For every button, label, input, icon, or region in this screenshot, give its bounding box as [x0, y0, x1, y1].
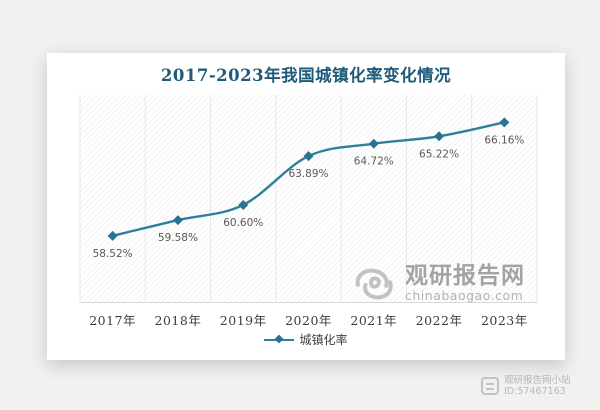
legend-line-diamond-icon — [264, 338, 295, 341]
watermark-domain: chinabaogao.com — [405, 288, 524, 304]
x-axis-label: 2021年 — [350, 313, 397, 328]
plot-area-background — [80, 95, 537, 303]
data-point-label: 58.52% — [93, 248, 133, 260]
data-point-marker — [434, 131, 445, 142]
data-point-label: 66.16% — [484, 134, 524, 146]
data-point-marker — [107, 230, 118, 241]
watermark: 观研报告网 chinabaogao.com — [351, 264, 525, 303]
attribution-id: ID:57467163 — [504, 386, 566, 398]
legend: 城镇化率 — [47, 331, 565, 348]
line-chart: 58.52% 59.58% 60.60% 63.89% 64.72% 65.22% 66.1… — [79, 95, 538, 328]
x-axis-label: 2019年 — [220, 313, 267, 328]
xiaozhan-logo-icon — [481, 377, 499, 396]
data-point-label: 59.58% — [158, 232, 198, 244]
data-point-label: 60.60% — [223, 217, 263, 229]
legend-label: 城镇化率 — [299, 333, 348, 347]
chart-card: 2017-2023年我国城镇化率变化情况 58.52% 59.58% 60.60% 6… — [47, 53, 565, 360]
attribution-site-name: 观研报告网小站 — [504, 375, 571, 386]
data-point-marker — [368, 138, 379, 149]
data-point-marker — [172, 215, 183, 226]
x-axis-label: 2018年 — [155, 313, 202, 328]
data-point-marker — [303, 151, 314, 162]
data-point-label: 64.72% — [354, 156, 394, 168]
data-point-label: 63.89% — [288, 168, 328, 180]
watermark-brand: 观研报告网 — [405, 263, 525, 289]
x-axis-label: 2022年 — [416, 313, 463, 328]
watermark-text: 观研报告网 chinabaogao.com — [405, 264, 525, 303]
x-axis-label: 2017年 — [89, 313, 136, 328]
attribution-badge: 观研报告网小站 ID:57467163 — [481, 375, 571, 398]
swirl-icon — [355, 268, 393, 299]
attribution-text: 观研报告网小站 ID:57467163 — [504, 375, 571, 398]
x-axis-label: 2020年 — [285, 313, 332, 328]
x-axis-label: 2023年 — [481, 313, 528, 328]
data-point-marker — [238, 199, 249, 210]
data-point-marker — [499, 117, 510, 128]
chart-title: 2017-2023年我国城镇化率变化情况 — [160, 66, 452, 85]
data-point-label: 65.22% — [419, 148, 459, 160]
